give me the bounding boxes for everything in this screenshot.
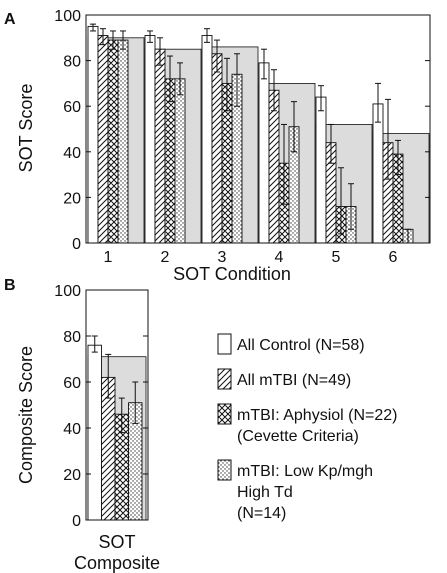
y-tick-label: 40 bbox=[63, 145, 81, 162]
x-tick-label: 4 bbox=[275, 249, 284, 266]
y-tick-label: 60 bbox=[63, 375, 81, 392]
legend-label: (Cevette Criteria) bbox=[237, 428, 359, 445]
legend-label: (N=14) bbox=[237, 505, 286, 522]
bar bbox=[372, 103, 384, 244]
bar bbox=[174, 78, 186, 244]
bar bbox=[107, 39, 119, 244]
bar bbox=[164, 78, 176, 244]
panel-a-chart: 0 20 40 60 80 100 1 2 3 4 5 6 bbox=[54, 8, 431, 266]
legend-label: All mTBI (N=49) bbox=[237, 372, 351, 389]
plot-frame bbox=[85, 289, 149, 521]
bar bbox=[258, 62, 270, 244]
x-tick-label: 6 bbox=[389, 249, 398, 266]
y-tick-label: 100 bbox=[54, 8, 81, 25]
legend-swatch bbox=[217, 459, 232, 481]
y-tick-label: 60 bbox=[63, 99, 81, 116]
bar bbox=[117, 39, 129, 244]
y-tick-label: 0 bbox=[72, 236, 81, 253]
legend-label: mTBI: Aphysiol (N=22) bbox=[237, 407, 398, 424]
legend-label: High Td bbox=[237, 484, 293, 501]
bar bbox=[315, 96, 327, 244]
legend-swatch bbox=[217, 403, 232, 425]
bar bbox=[97, 35, 109, 244]
x-tick-label: 2 bbox=[161, 249, 170, 266]
bar bbox=[211, 53, 223, 244]
x-tick-label: 5 bbox=[332, 249, 341, 266]
bar bbox=[101, 376, 116, 521]
bar bbox=[154, 48, 166, 244]
legend-swatch bbox=[217, 333, 232, 355]
panel-b-chart: 0 20 40 60 80 100 bbox=[54, 283, 149, 530]
legend-label: All Control (N=58) bbox=[237, 337, 365, 354]
bar bbox=[144, 35, 156, 244]
y-tick-label: 40 bbox=[63, 421, 81, 438]
panel-a-label: A bbox=[4, 11, 16, 28]
bar bbox=[201, 35, 213, 244]
bar bbox=[87, 344, 102, 521]
legend: All Control (N=58) All mTBI (N=49) mTBI: A… bbox=[217, 333, 398, 522]
x-tick-label: 1 bbox=[104, 249, 113, 266]
y-tick-label: 20 bbox=[63, 190, 81, 207]
y-tick-label: 20 bbox=[63, 467, 81, 484]
x-tick-label: 3 bbox=[218, 249, 227, 266]
panel-b-y-axis-title: Composite Score bbox=[16, 346, 36, 484]
panel-b-x-axis-title-line1: SOT bbox=[98, 532, 135, 552]
plot-frame bbox=[85, 14, 431, 244]
y-tick-label: 80 bbox=[63, 54, 81, 71]
legend-swatch bbox=[217, 368, 232, 390]
panel-b-label: B bbox=[4, 277, 16, 294]
bar bbox=[268, 89, 280, 244]
panel-a-x-axis-title: SOT Condition bbox=[173, 264, 291, 284]
y-tick-label: 80 bbox=[63, 329, 81, 346]
bar bbox=[87, 25, 99, 244]
panel-b-x-axis-title-line2: Composite bbox=[74, 553, 160, 573]
y-tick-label: 0 bbox=[72, 513, 81, 530]
panel-a-y-axis-title: SOT Score bbox=[16, 84, 36, 173]
legend-label: mTBI: Low Kp/mgh bbox=[237, 463, 373, 480]
y-tick-label: 100 bbox=[54, 283, 81, 300]
